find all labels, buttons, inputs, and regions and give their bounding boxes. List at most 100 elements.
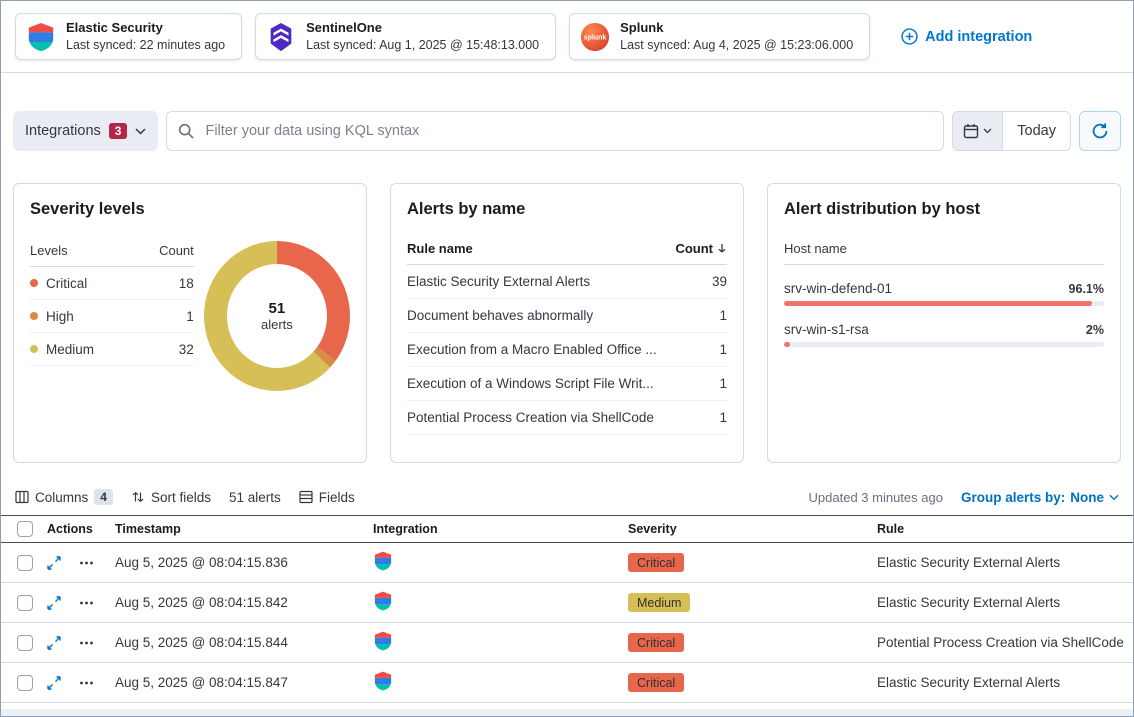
severity-donut[interactable]: 51 alerts (203, 241, 350, 392)
kql-search (166, 111, 945, 152)
severity-level-count: 32 (178, 341, 194, 357)
row-checkbox[interactable] (17, 674, 33, 691)
date-range-label: Today (1017, 123, 1056, 140)
elastic-security-logo-icon (373, 631, 393, 651)
severity-donut-center: 51 alerts (226, 264, 327, 369)
integration-name: SentinelOne (306, 20, 382, 35)
columns-button[interactable]: Columns 4 (15, 489, 113, 506)
more-actions-button[interactable] (79, 676, 115, 690)
alert-count-text: 51 alerts (229, 489, 281, 505)
integration-card-elastic-security[interactable]: Elastic Security Last synced: 22 minutes… (15, 13, 243, 61)
expand-alert-button[interactable] (47, 635, 79, 650)
host-bar-fill (784, 301, 1092, 307)
column-header-timestamp: Timestamp (115, 522, 181, 537)
expand-icon (47, 635, 61, 650)
integration-card-splunk[interactable]: Splunk Last synced: Aug 4, 2025 @ 15:23:… (569, 13, 871, 61)
alerts-by-name-header: Rule name Count (407, 241, 727, 266)
list-item: Potential Process Creation via ShellCode… (407, 401, 727, 436)
alerts-by-name-rows: Elastic Security External Alerts 39 Docum… (407, 265, 727, 437)
count-sort-header[interactable]: Count (675, 241, 727, 256)
host-bar-track (784, 342, 1104, 348)
alert-integration-cell (373, 631, 628, 654)
fields-icon (299, 491, 313, 504)
column-header-actions: Actions (47, 522, 93, 537)
columns-icon (15, 491, 29, 504)
severity-row: Medium 32 (30, 333, 194, 367)
chevron-down-icon (135, 128, 146, 135)
elastic-security-logo-icon (373, 551, 393, 571)
integrations-filter-button[interactable]: Integrations 3 (13, 111, 159, 152)
host-name: srv-win-s1-rsa (784, 322, 869, 338)
date-quick-select-button[interactable] (953, 112, 1004, 151)
severity-dot-high (30, 312, 38, 321)
date-picker-group: Today (952, 111, 1071, 152)
integration-name: Elastic Security (66, 20, 163, 35)
columns-label: Columns (35, 489, 89, 505)
severity-row: High 1 (30, 300, 194, 334)
rule-name: Potential Process Creation via ShellCode (407, 410, 654, 426)
table-row: Aug 5, 2025 @ 08:04:15.847 Critical Elas… (1, 663, 1133, 704)
row-checkbox[interactable] (17, 594, 33, 611)
rule-name: Elastic Security External Alerts (407, 274, 591, 290)
search-icon (179, 124, 195, 139)
severity-dot-medium (30, 345, 38, 354)
select-all-checkbox[interactable] (17, 521, 33, 538)
splunk-logo-icon (580, 22, 610, 52)
alert-severity-cell: Critical (628, 553, 877, 573)
alert-integration-cell (373, 591, 628, 614)
elastic-security-logo-icon (373, 591, 393, 611)
host-row: srv-win-s1-rsa 2% (784, 322, 1104, 348)
integration-last-synced: Last synced: Aug 1, 2025 @ 15:48:13.000 (306, 37, 540, 52)
severity-level-label: High (46, 308, 74, 324)
more-actions-icon (80, 561, 93, 565)
column-header-rule: Rule (877, 522, 905, 537)
more-actions-button[interactable] (79, 596, 115, 610)
severity-panel-body: Levels Count Critical 18 High 1 (30, 241, 350, 392)
alert-timestamp: Aug 5, 2025 @ 08:04:15.847 (115, 675, 288, 691)
integrations-topbar: Elastic Security Last synced: 22 minutes… (1, 1, 1133, 74)
expand-icon (47, 555, 61, 570)
date-range-today-button[interactable]: Today (1003, 112, 1070, 151)
expand-alert-button[interactable] (47, 595, 79, 610)
add-integration-button[interactable]: Add integration (901, 28, 1032, 45)
rule-name: Document behaves abnormally (407, 308, 594, 324)
integration-name: Splunk (620, 20, 664, 35)
integration-card-text: SentinelOne Last synced: Aug 1, 2025 @ 1… (306, 20, 539, 53)
summary-panels: Severity levels Levels Count Critical 18… (13, 183, 1121, 464)
rule-name: Execution of a Windows Script File Writ.… (407, 376, 654, 392)
refresh-button[interactable] (1079, 111, 1121, 152)
kql-search-input[interactable] (166, 111, 945, 152)
severity-levels-panel: Severity levels Levels Count Critical 18… (13, 183, 367, 464)
table-row: Aug 5, 2025 @ 08:04:15.836 Critical Elas… (1, 543, 1133, 584)
horizontal-scrollbar[interactable] (1, 709, 1133, 716)
alert-integration-cell (373, 671, 628, 694)
more-actions-button[interactable] (79, 556, 115, 570)
alert-severity-cell: Critical (628, 673, 877, 693)
columns-count-badge: 4 (94, 489, 113, 506)
severity-level-count: 18 (178, 275, 194, 291)
alert-timestamp: Aug 5, 2025 @ 08:04:15.842 (115, 595, 288, 611)
host-row: srv-win-defend-01 96.1% (784, 281, 1104, 307)
expand-alert-button[interactable] (47, 555, 79, 570)
fields-button[interactable]: Fields (299, 490, 355, 505)
row-checkbox[interactable] (17, 554, 33, 571)
elastic-security-logo-icon (26, 22, 56, 52)
host-line: srv-win-defend-01 96.1% (784, 281, 1104, 296)
sort-fields-button[interactable]: Sort fields (131, 490, 211, 505)
alerts-toolbar: Columns 4 Sort fields 51 alerts Fields U… (15, 489, 1119, 506)
row-checkbox[interactable] (17, 634, 33, 651)
rule-count: 1 (719, 376, 727, 392)
expand-icon (47, 675, 61, 690)
more-actions-icon (80, 601, 93, 605)
add-integration-label: Add integration (925, 28, 1033, 45)
rule-count: 39 (711, 274, 727, 290)
rule-name-column-header: Rule name (407, 241, 473, 257)
severity-badge: Medium (628, 593, 691, 613)
more-actions-button[interactable] (79, 636, 115, 650)
expand-alert-button[interactable] (47, 675, 79, 690)
group-alerts-by-button[interactable]: Group alerts by: None (961, 490, 1119, 505)
integration-card-sentinelone[interactable]: SentinelOne Last synced: Aug 1, 2025 @ 1… (255, 13, 557, 61)
filter-bar: Integrations 3 Today (13, 111, 1121, 152)
host-name-column-header: Host name (784, 241, 1104, 266)
